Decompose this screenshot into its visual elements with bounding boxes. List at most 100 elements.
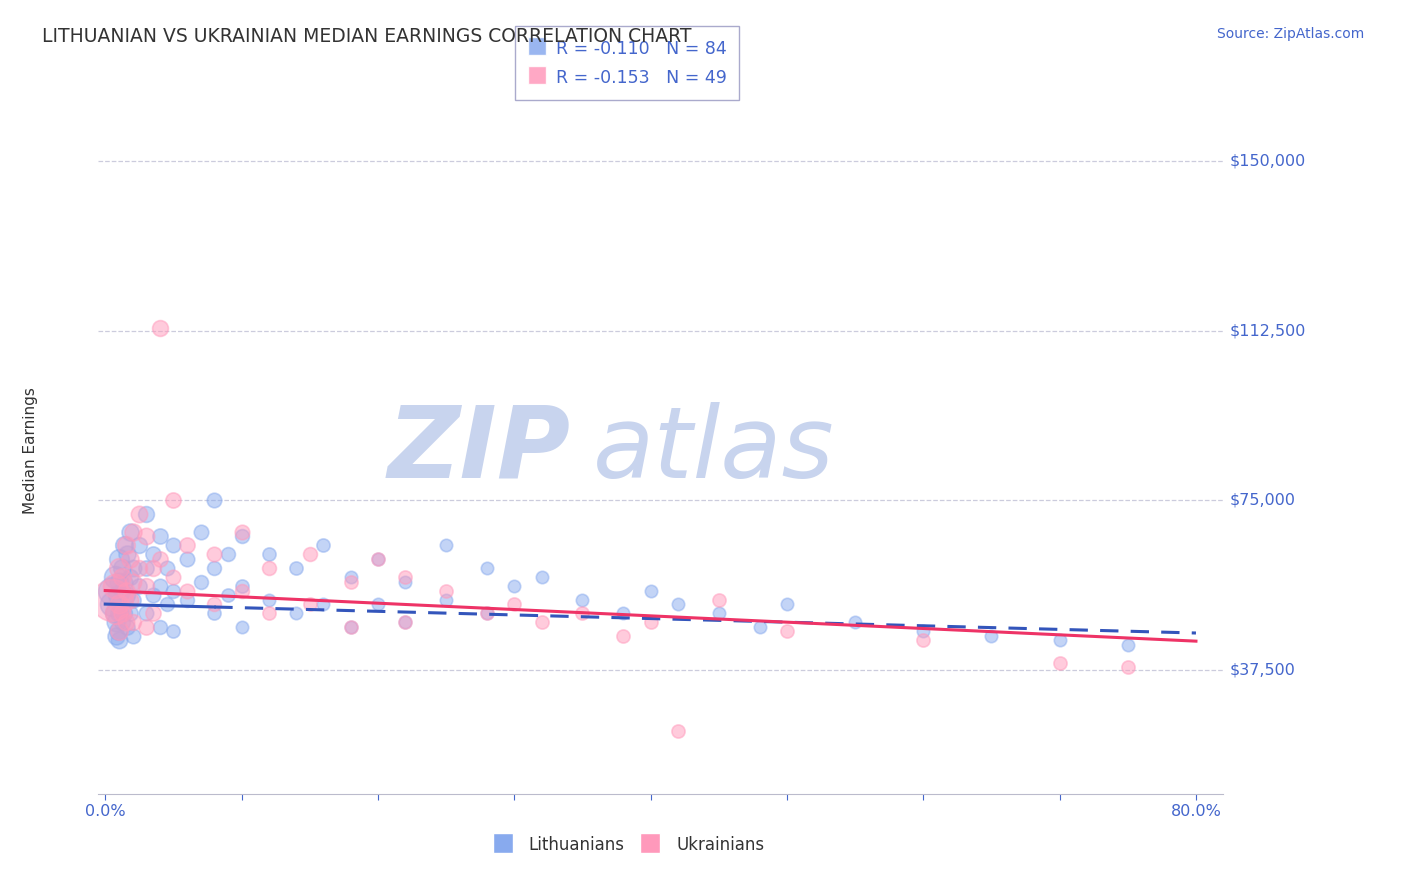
Point bbox=[257, 548, 280, 562]
Point bbox=[162, 493, 184, 508]
Point bbox=[434, 592, 457, 607]
Point bbox=[101, 592, 124, 607]
Point bbox=[231, 583, 253, 598]
Point bbox=[121, 629, 143, 643]
Point bbox=[118, 570, 141, 584]
Point bbox=[101, 583, 124, 598]
Point bbox=[176, 583, 198, 598]
Point bbox=[105, 606, 128, 620]
Point bbox=[142, 588, 165, 602]
Point bbox=[367, 597, 389, 611]
Point bbox=[162, 624, 184, 639]
Point bbox=[112, 574, 135, 589]
Point bbox=[142, 606, 165, 620]
Point bbox=[312, 597, 335, 611]
Point bbox=[112, 538, 135, 552]
Point bbox=[257, 561, 280, 575]
Point bbox=[339, 574, 361, 589]
Point bbox=[104, 570, 127, 584]
Point bbox=[135, 606, 157, 620]
Point bbox=[475, 606, 498, 620]
Point bbox=[980, 629, 1002, 643]
Point bbox=[394, 615, 416, 630]
Point bbox=[257, 592, 280, 607]
Point bbox=[298, 548, 321, 562]
Point bbox=[110, 583, 132, 598]
Point bbox=[105, 629, 128, 643]
Point bbox=[118, 552, 141, 566]
Point bbox=[118, 524, 141, 539]
Point bbox=[155, 597, 177, 611]
Point bbox=[339, 620, 361, 634]
Point bbox=[135, 507, 157, 521]
Point bbox=[107, 624, 129, 639]
Point bbox=[339, 620, 361, 634]
Point bbox=[190, 524, 212, 539]
Point bbox=[231, 579, 253, 593]
Point bbox=[142, 548, 165, 562]
Point bbox=[114, 615, 136, 630]
Point bbox=[339, 570, 361, 584]
Point bbox=[112, 606, 135, 620]
Point bbox=[202, 597, 225, 611]
Point bbox=[118, 606, 141, 620]
Point bbox=[298, 597, 321, 611]
Point bbox=[149, 579, 172, 593]
Point bbox=[612, 606, 634, 620]
Point bbox=[503, 579, 526, 593]
Point bbox=[135, 620, 157, 634]
Point bbox=[912, 624, 935, 639]
Text: $37,500: $37,500 bbox=[1230, 662, 1296, 677]
Point bbox=[503, 597, 526, 611]
Point bbox=[162, 570, 184, 584]
Point bbox=[162, 538, 184, 552]
Point bbox=[666, 597, 689, 611]
Point bbox=[149, 529, 172, 543]
Point bbox=[128, 538, 150, 552]
Point bbox=[285, 606, 308, 620]
Text: atlas: atlas bbox=[593, 402, 835, 499]
Point bbox=[231, 524, 253, 539]
Point bbox=[162, 583, 184, 598]
Point bbox=[104, 606, 127, 620]
Point bbox=[176, 592, 198, 607]
Point bbox=[149, 321, 172, 335]
Point bbox=[394, 615, 416, 630]
Text: ZIP: ZIP bbox=[388, 402, 571, 499]
Point bbox=[475, 561, 498, 575]
Point bbox=[231, 620, 253, 634]
Point bbox=[640, 583, 662, 598]
Point bbox=[475, 606, 498, 620]
Point bbox=[190, 574, 212, 589]
Point bbox=[571, 592, 593, 607]
Point bbox=[394, 570, 416, 584]
Point bbox=[176, 538, 198, 552]
Point bbox=[844, 615, 866, 630]
Point bbox=[135, 561, 157, 575]
Point bbox=[202, 548, 225, 562]
Point bbox=[776, 597, 799, 611]
Point bbox=[707, 606, 730, 620]
Point bbox=[312, 538, 335, 552]
Point bbox=[612, 629, 634, 643]
Point bbox=[108, 561, 131, 575]
Point bbox=[257, 606, 280, 620]
Point bbox=[202, 606, 225, 620]
Point bbox=[202, 493, 225, 508]
Point bbox=[110, 615, 132, 630]
Point bbox=[1116, 660, 1139, 674]
Point bbox=[135, 579, 157, 593]
Point bbox=[108, 574, 131, 589]
Point bbox=[202, 561, 225, 575]
Point bbox=[135, 529, 157, 543]
Point bbox=[107, 588, 129, 602]
Point bbox=[571, 606, 593, 620]
Point bbox=[434, 583, 457, 598]
Point bbox=[121, 592, 143, 607]
Text: $150,000: $150,000 bbox=[1230, 153, 1306, 169]
Point bbox=[115, 620, 138, 634]
Point bbox=[104, 579, 127, 593]
Point bbox=[285, 561, 308, 575]
Point bbox=[121, 561, 143, 575]
Point bbox=[105, 615, 128, 630]
